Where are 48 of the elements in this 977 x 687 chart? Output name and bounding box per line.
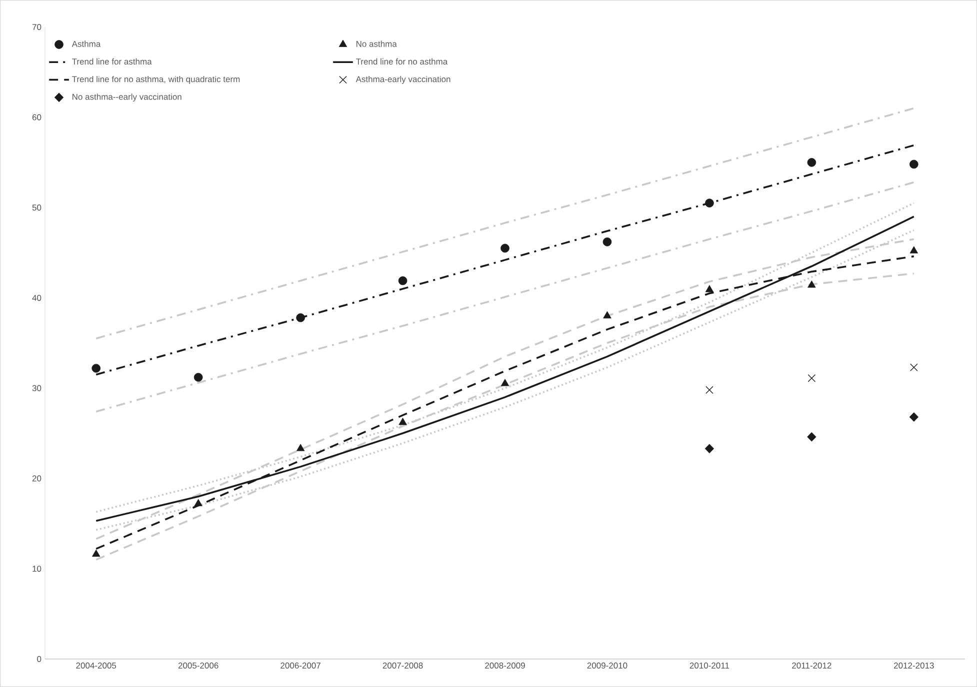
x-tick-label: 2007-2008 (382, 662, 423, 669)
point (909, 160, 918, 169)
point (808, 374, 816, 382)
x-tick-label: 2011-2012 (792, 662, 832, 669)
point (602, 237, 612, 246)
y-tick-label: 30 (32, 385, 42, 392)
legend-label: Trend line for asthma (72, 58, 152, 65)
point (194, 372, 203, 382)
point (705, 285, 714, 292)
x-tick-label: 2010-2011 (690, 662, 730, 669)
y-tick-label: 0 (37, 656, 42, 662)
legend-label: Asthma-early vaccination (356, 76, 450, 84)
point (92, 364, 101, 373)
point (296, 444, 305, 452)
point (500, 378, 510, 386)
point (706, 386, 714, 394)
legend-label: No asthma--early vaccination (72, 94, 182, 102)
x-tick-label: 2006-2007 (280, 662, 320, 669)
point (705, 198, 714, 208)
y-tick-label: 40 (32, 294, 42, 301)
x-tick-label: 2004-2005 (76, 662, 116, 669)
y-tick-label: 20 (32, 475, 42, 482)
y-tick-label: 50 (32, 204, 42, 211)
point (194, 499, 202, 506)
point (807, 158, 816, 167)
legend-label: No asthma (356, 40, 397, 47)
x-tick-label: 2012-2013 (894, 662, 934, 669)
point (398, 418, 407, 425)
x-tick-label: 2008-2009 (485, 662, 525, 669)
point (910, 246, 918, 254)
point (808, 280, 816, 288)
y-tick-label: 60 (32, 114, 42, 120)
point (807, 432, 816, 442)
point (296, 313, 305, 322)
point (603, 311, 612, 318)
legend-label: Asthma (72, 40, 101, 47)
legend-label: Trend line for no asthma (356, 58, 448, 65)
point (92, 550, 100, 557)
point (398, 276, 408, 286)
y-tick-label: 70 (32, 24, 42, 30)
point (910, 363, 918, 372)
y-tick-label: 10 (32, 566, 42, 572)
legend-label: Trend line for no asthma, with quadratic term (72, 76, 240, 84)
x-tick-label: 2009-2010 (587, 662, 628, 669)
point (909, 412, 918, 422)
point (704, 444, 714, 454)
point (500, 244, 510, 253)
x-tick-label: 2005-2006 (178, 662, 218, 669)
